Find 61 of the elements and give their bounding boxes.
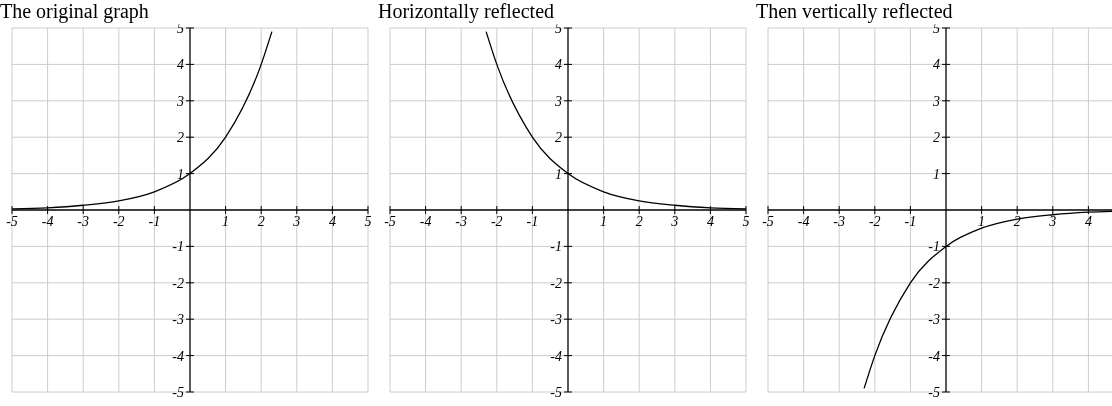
x-tick-label: -3 — [833, 213, 846, 229]
y-tick-label: 1 — [177, 166, 184, 182]
y-tick-label: 1 — [555, 166, 562, 182]
y-tick-label: -2 — [172, 275, 184, 291]
y-tick-label: 2 — [933, 130, 940, 146]
y-tick-label: -5 — [172, 384, 184, 400]
x-tick-label: -5 — [384, 213, 396, 229]
x-tick-label: -2 — [868, 213, 881, 229]
y-tick-label: 2 — [177, 130, 184, 146]
chart-title: Horizontally reflected — [378, 0, 555, 23]
y-tick-label: 5 — [177, 20, 184, 36]
y-tick-label: 2 — [555, 130, 562, 146]
y-tick-label: -5 — [550, 384, 562, 400]
chart-title: The original graph — [0, 0, 149, 23]
x-tick-label: -1 — [148, 213, 161, 229]
x-tick-label: -1 — [526, 213, 539, 229]
x-tick-label: -5 — [762, 213, 774, 229]
y-tick-label: -3 — [550, 312, 562, 328]
x-tick-label: 4 — [328, 213, 336, 229]
y-tick-label: 3 — [176, 93, 184, 109]
x-tick-label: 1 — [600, 213, 608, 229]
x-tick-label: 1 — [222, 213, 230, 229]
y-tick-label: -4 — [928, 348, 940, 364]
y-tick-label: 4 — [933, 57, 940, 73]
y-tick-label: -1 — [550, 239, 562, 255]
x-tick-label: -2 — [490, 213, 503, 229]
y-tick-label: -3 — [172, 312, 184, 328]
y-tick-label: -1 — [172, 239, 184, 255]
x-tick-label: -3 — [77, 213, 90, 229]
y-tick-label: 5 — [555, 20, 562, 36]
x-tick-label: -4 — [419, 213, 432, 229]
y-tick-label: 3 — [554, 93, 562, 109]
x-tick-label: -3 — [455, 213, 468, 229]
x-tick-label: 5 — [364, 213, 372, 229]
x-tick-label: 2 — [257, 213, 265, 229]
x-tick-label: 3 — [1048, 213, 1057, 229]
x-tick-label: -4 — [41, 213, 54, 229]
y-tick-label: -3 — [928, 312, 940, 328]
y-tick-label: -4 — [172, 348, 184, 364]
y-tick-label: 1 — [933, 166, 940, 182]
x-tick-label: -5 — [6, 213, 18, 229]
x-tick-label: 4 — [706, 213, 714, 229]
y-tick-label: -1 — [928, 239, 940, 255]
y-tick-label: -4 — [550, 348, 562, 364]
y-tick-label: -2 — [550, 275, 562, 291]
chart-title: Then vertically reflected — [756, 0, 953, 23]
x-tick-label: 4 — [1084, 213, 1092, 229]
y-tick-label: -2 — [928, 275, 940, 291]
x-tick-label: 2 — [635, 213, 643, 229]
y-tick-label: 4 — [555, 57, 562, 73]
y-tick-label: -5 — [928, 384, 940, 400]
x-tick-label: -2 — [112, 213, 125, 229]
x-tick-label: 1 — [978, 213, 986, 229]
y-tick-label: 5 — [933, 20, 940, 36]
y-tick-label: 4 — [177, 57, 184, 73]
x-tick-label: 5 — [742, 213, 750, 229]
x-tick-label: -4 — [797, 213, 810, 229]
x-tick-label: 3 — [670, 213, 679, 229]
y-tick-label: 3 — [932, 93, 940, 109]
x-tick-label: -1 — [904, 213, 917, 229]
x-tick-label: 3 — [292, 213, 301, 229]
